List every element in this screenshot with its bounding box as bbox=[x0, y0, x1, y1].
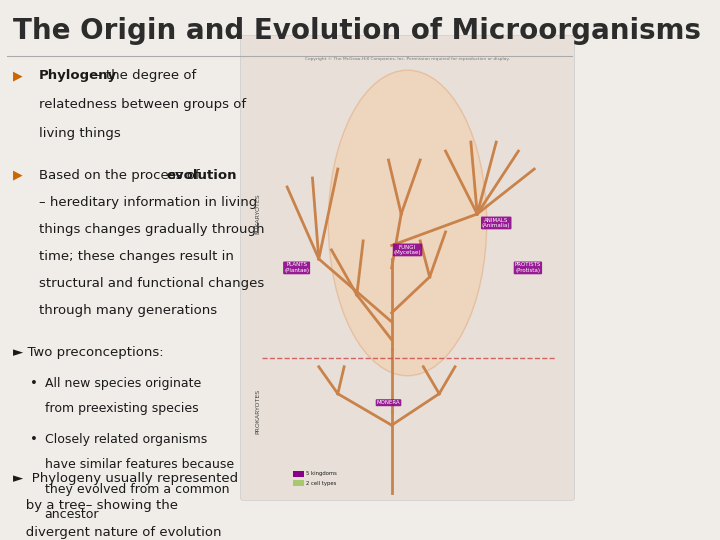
Text: from preexisting species: from preexisting species bbox=[45, 402, 198, 415]
Text: PLANTS
(Plantae): PLANTS (Plantae) bbox=[284, 262, 309, 273]
Text: living things: living things bbox=[39, 127, 120, 140]
Text: evolution: evolution bbox=[167, 168, 237, 181]
Text: – the degree of: – the degree of bbox=[95, 69, 197, 82]
Text: Copyright © The McGraw-Hill Companies, Inc. Permission required for reproduction: Copyright © The McGraw-Hill Companies, I… bbox=[305, 57, 510, 60]
Text: ► Two preconceptions:: ► Two preconceptions: bbox=[13, 346, 163, 359]
Text: they evolved from a common: they evolved from a common bbox=[45, 483, 229, 496]
Bar bbox=[294, 480, 304, 487]
Text: FUNGI
(Mycetae): FUNGI (Mycetae) bbox=[394, 245, 421, 255]
Text: divergent nature of evolution: divergent nature of evolution bbox=[13, 526, 222, 539]
Text: structural and functional changes: structural and functional changes bbox=[39, 278, 264, 291]
Text: by a tree– showing the: by a tree– showing the bbox=[13, 499, 178, 512]
Text: All new species originate: All new species originate bbox=[45, 376, 201, 389]
Bar bbox=[294, 470, 304, 477]
Text: Based on the process of: Based on the process of bbox=[39, 168, 204, 181]
Text: PROTISTS
(Protista): PROTISTS (Protista) bbox=[515, 262, 541, 273]
Text: Phylogeny: Phylogeny bbox=[39, 69, 117, 82]
Text: •: • bbox=[30, 376, 38, 389]
Text: – hereditary information in living: – hereditary information in living bbox=[39, 196, 257, 209]
Text: ▶: ▶ bbox=[13, 168, 22, 181]
Text: relatedness between groups of: relatedness between groups of bbox=[39, 98, 246, 111]
Text: ANIMALS
(Animalia): ANIMALS (Animalia) bbox=[482, 218, 510, 228]
Text: The Origin and Evolution of Microorganisms: The Origin and Evolution of Microorganis… bbox=[13, 17, 701, 45]
Text: time; these changes result in: time; these changes result in bbox=[39, 250, 234, 263]
Text: 2 cell types: 2 cell types bbox=[306, 481, 336, 485]
Text: PROKARYOTES: PROKARYOTES bbox=[256, 389, 261, 434]
Text: •: • bbox=[30, 433, 38, 446]
Text: 5 kingdoms: 5 kingdoms bbox=[306, 471, 337, 476]
Text: ancestor: ancestor bbox=[45, 508, 99, 521]
Ellipse shape bbox=[328, 70, 487, 376]
Text: MONERA: MONERA bbox=[377, 400, 400, 405]
FancyBboxPatch shape bbox=[240, 35, 575, 501]
Text: ▶: ▶ bbox=[13, 69, 22, 82]
Text: ►  Phylogeny usually represented: ► Phylogeny usually represented bbox=[13, 472, 238, 485]
Text: have similar features because: have similar features because bbox=[45, 457, 234, 470]
Text: Closely related organisms: Closely related organisms bbox=[45, 433, 207, 446]
Text: things changes gradually through: things changes gradually through bbox=[39, 223, 264, 236]
Text: through many generations: through many generations bbox=[39, 305, 217, 318]
Text: EUKARYOTES: EUKARYOTES bbox=[256, 194, 261, 234]
